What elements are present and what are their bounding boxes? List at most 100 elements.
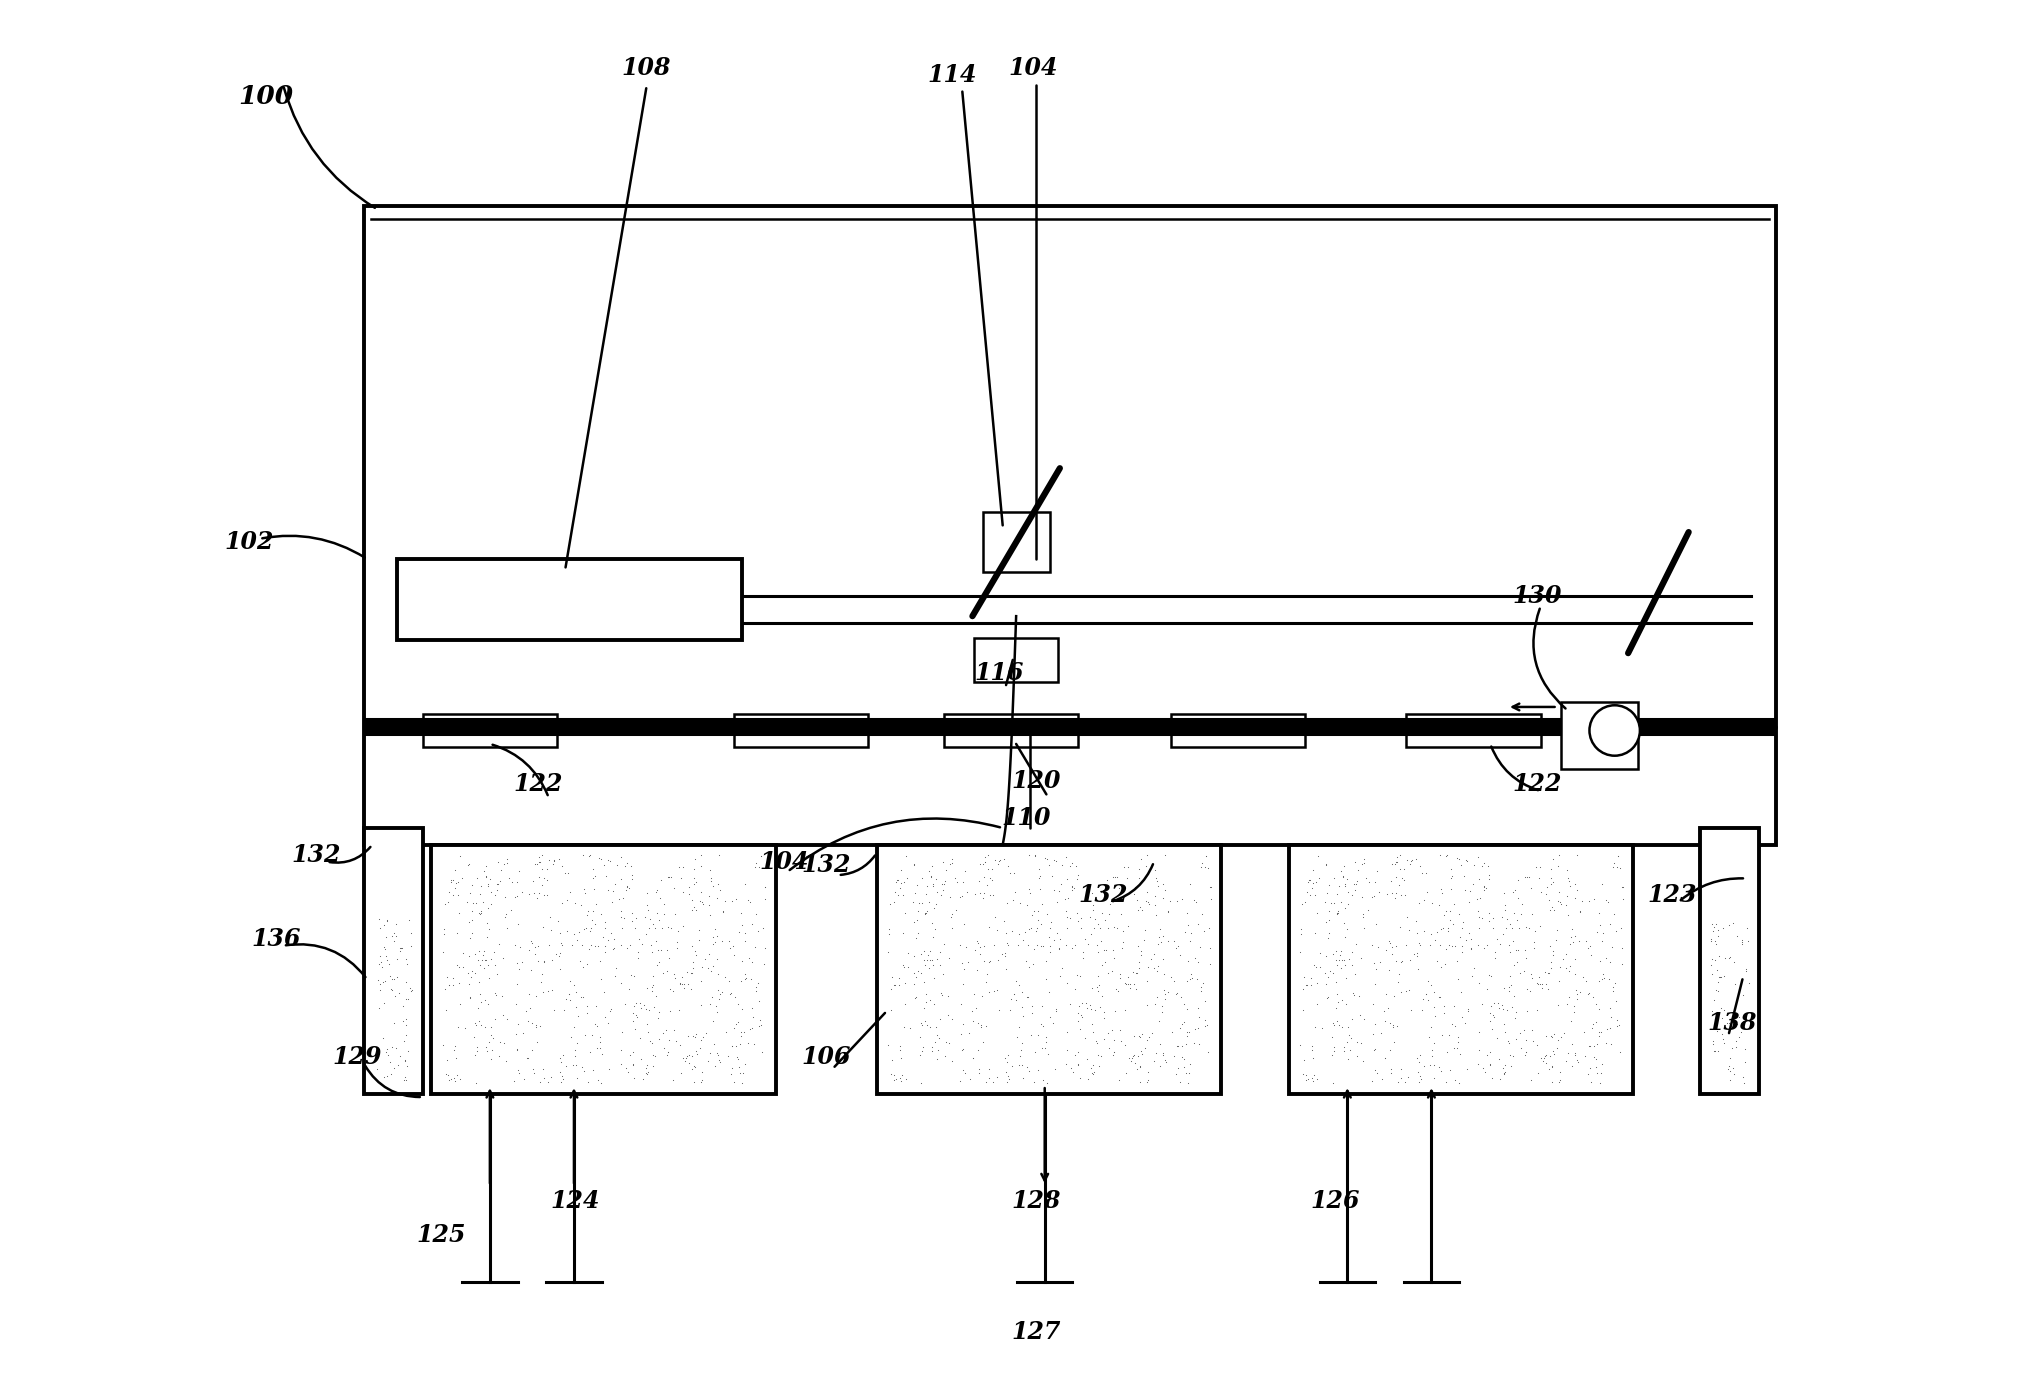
Point (1452, 999, 1484, 1021)
Point (1429, 953, 1462, 975)
Point (893, 1017, 926, 1039)
Point (1329, 993, 1362, 1015)
Point (447, 956, 479, 978)
Point (534, 906, 567, 928)
Point (642, 1000, 675, 1022)
Point (1189, 856, 1221, 878)
Point (920, 1017, 952, 1039)
Point (1403, 856, 1435, 878)
Point (1026, 893, 1058, 915)
Point (958, 884, 991, 906)
Point (703, 1051, 736, 1074)
Point (699, 918, 732, 940)
Point (428, 893, 461, 915)
Point (389, 1024, 422, 1046)
Point (1066, 940, 1099, 963)
Point (1703, 979, 1735, 1001)
Point (1727, 1067, 1760, 1089)
Point (1544, 845, 1576, 867)
Point (1701, 1017, 1733, 1039)
Point (516, 931, 548, 953)
Point (1513, 865, 1546, 888)
Point (473, 1031, 506, 1053)
Point (516, 1011, 548, 1033)
Point (1588, 1032, 1621, 1054)
Point (434, 870, 467, 892)
Point (616, 1001, 648, 1024)
Point (897, 853, 930, 875)
Point (913, 989, 946, 1011)
Point (367, 971, 400, 993)
Point (1588, 889, 1621, 911)
Point (606, 886, 638, 908)
Point (1077, 895, 1109, 917)
Point (946, 1039, 979, 1061)
Point (650, 1044, 683, 1067)
Point (1403, 933, 1435, 956)
Point (1378, 1031, 1411, 1053)
Point (557, 1015, 589, 1037)
Point (671, 1025, 703, 1047)
Point (1550, 893, 1582, 915)
Point (1582, 914, 1615, 936)
Point (569, 1024, 602, 1046)
Point (1374, 1058, 1407, 1080)
Point (1478, 947, 1511, 970)
Point (973, 982, 1005, 1004)
Point (1081, 979, 1113, 1001)
Point (453, 854, 485, 877)
Point (1097, 1042, 1130, 1064)
Point (1138, 957, 1170, 979)
Point (632, 1021, 665, 1043)
Point (1321, 992, 1354, 1014)
Point (1707, 964, 1739, 986)
Point (881, 871, 913, 893)
Point (1128, 918, 1160, 940)
Point (693, 993, 726, 1015)
Point (1091, 870, 1123, 892)
Point (1130, 970, 1162, 992)
Point (1562, 1051, 1594, 1074)
Point (1077, 1062, 1109, 1085)
Point (728, 1053, 761, 1075)
Point (1327, 925, 1360, 947)
Point (1401, 958, 1433, 981)
Point (463, 971, 495, 993)
Point (1056, 875, 1089, 897)
Point (1519, 931, 1552, 953)
Point (979, 849, 1011, 871)
Point (701, 1042, 734, 1064)
Point (1156, 1021, 1189, 1043)
Point (642, 951, 675, 974)
Point (1356, 933, 1389, 956)
Point (940, 899, 973, 921)
Point (897, 961, 930, 983)
Point (1721, 989, 1754, 1011)
Point (577, 1060, 610, 1082)
Point (1299, 954, 1331, 976)
Point (1148, 982, 1181, 1004)
Point (911, 945, 944, 967)
Point (1022, 933, 1054, 956)
Point (1105, 938, 1138, 960)
Point (918, 967, 950, 989)
Point (1168, 1061, 1201, 1083)
Point (379, 985, 412, 1007)
Point (1093, 893, 1126, 915)
Point (1323, 1014, 1356, 1036)
Point (1550, 1050, 1582, 1072)
Point (1535, 1056, 1568, 1078)
Point (1042, 938, 1075, 960)
Point (477, 940, 510, 963)
Point (1011, 1057, 1044, 1079)
Point (1378, 985, 1411, 1007)
Point (1399, 910, 1431, 932)
Point (981, 949, 1013, 971)
Point (381, 1054, 414, 1076)
Point (973, 1067, 1005, 1089)
Point (1362, 936, 1395, 958)
Point (1541, 1071, 1574, 1093)
Point (1123, 1026, 1156, 1049)
Point (948, 913, 981, 935)
Point (901, 922, 934, 945)
